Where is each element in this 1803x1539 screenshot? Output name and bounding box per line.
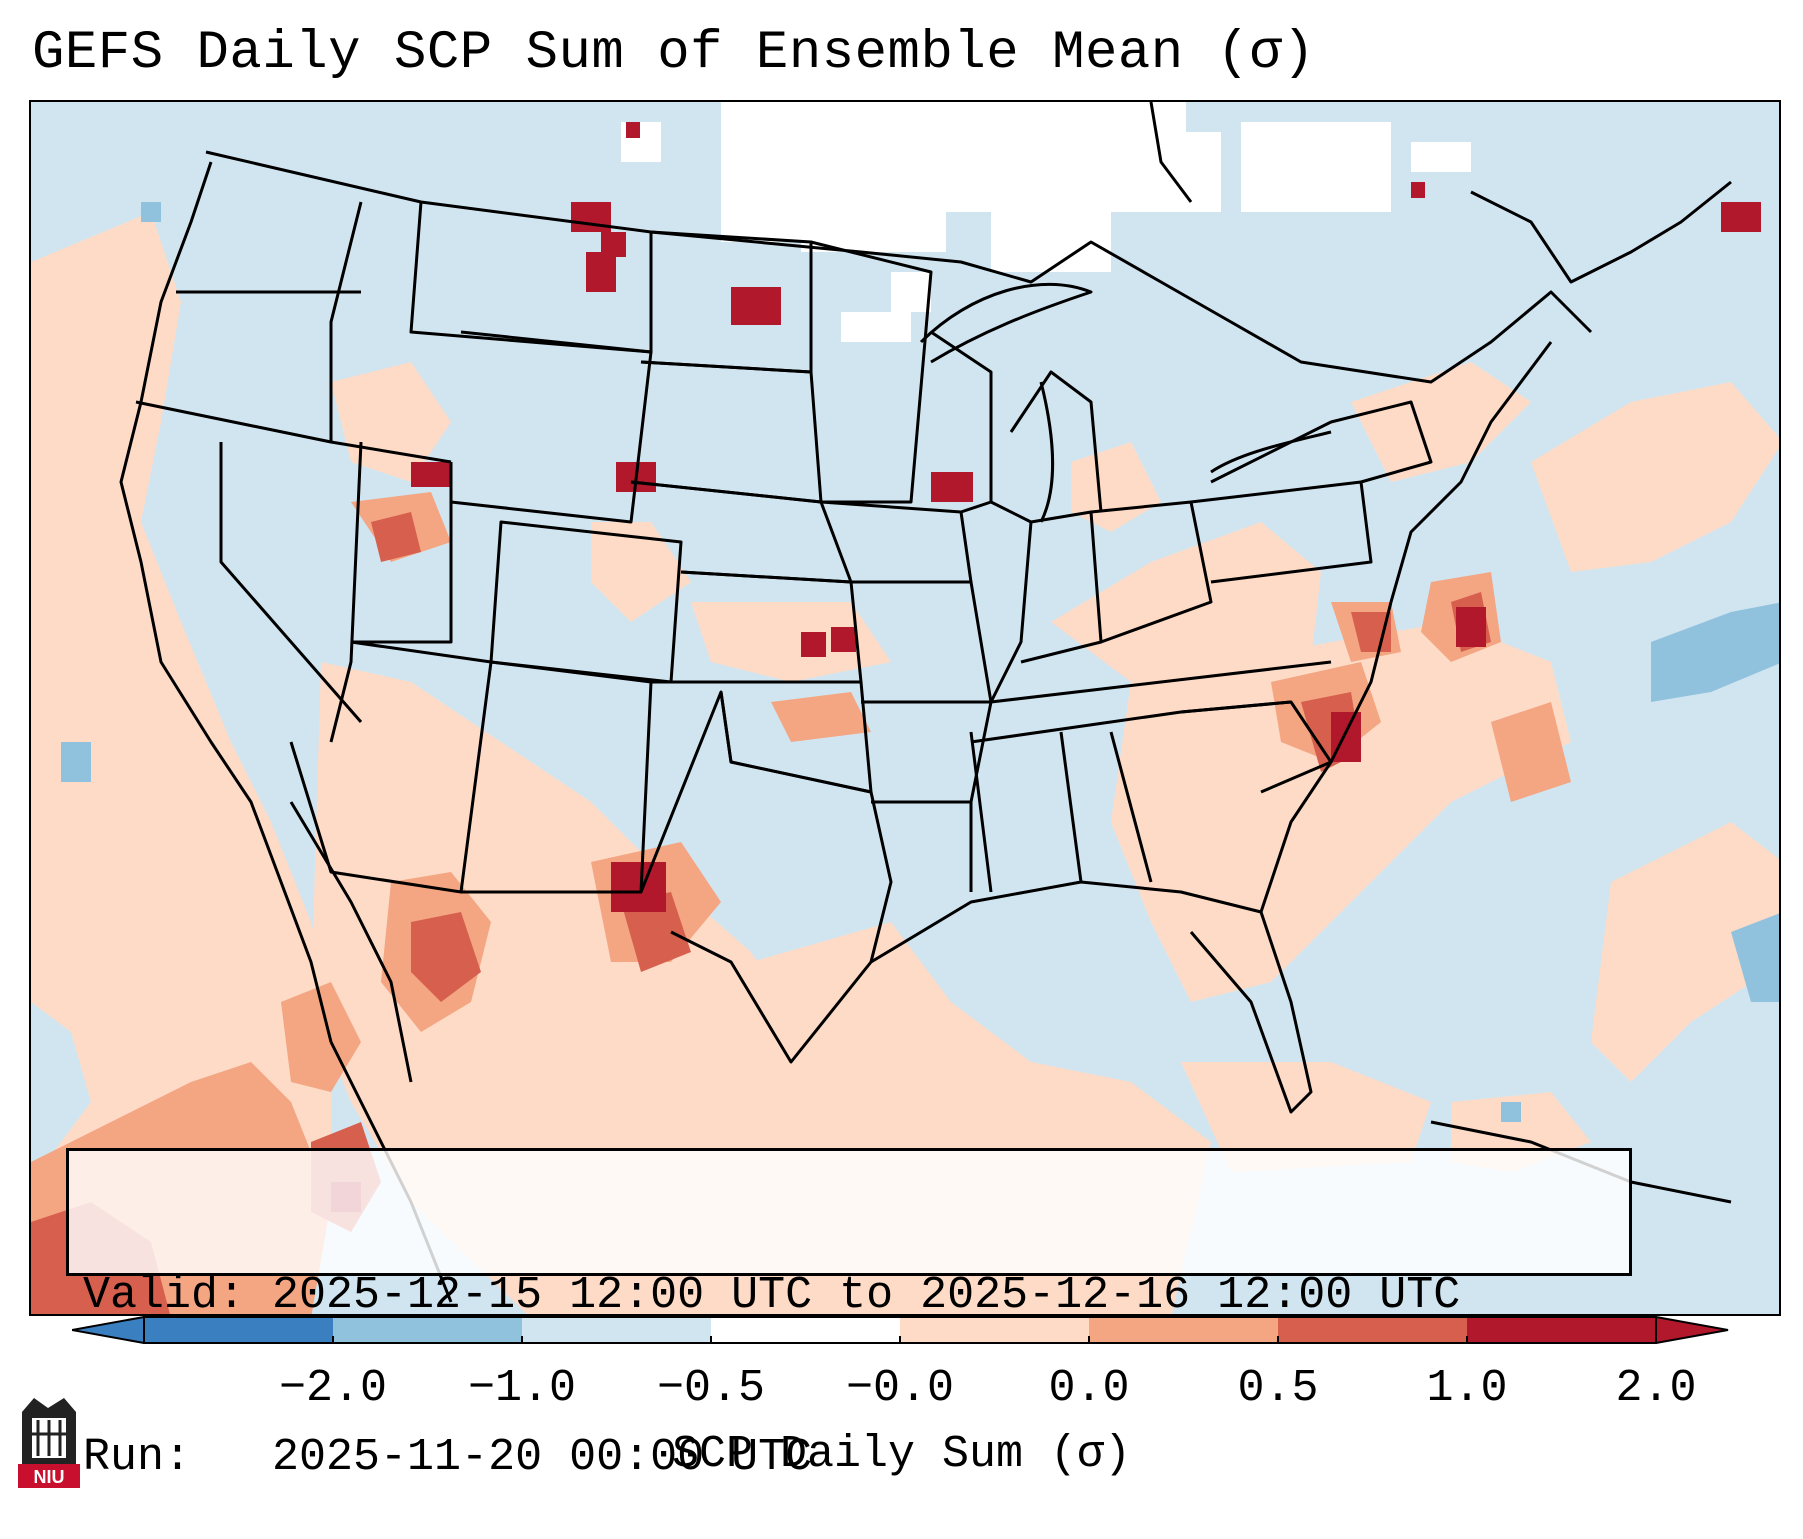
boundary-lines — [119, 102, 1732, 1303]
colorbar-segment — [1278, 1317, 1468, 1343]
wisconsin-border — [930, 330, 993, 514]
ms-al-border — [969, 731, 993, 893]
ut-border — [351, 462, 453, 644]
baja-coastline — [289, 801, 413, 1083]
chart-title: GEFS Daily SCP Sum of Ensemble Mean (σ) — [32, 23, 1316, 84]
colorbar-segment — [711, 1317, 901, 1343]
lake-michigan-outline — [1039, 381, 1054, 523]
lake-erie-ontario-outline — [1210, 430, 1332, 474]
colorbar-tick-label: 0.5 — [1237, 1363, 1319, 1414]
colorbar-segment — [1089, 1317, 1279, 1343]
louisiana-border — [871, 800, 973, 892]
colorbar-label: SCP Daily Sum (σ) — [671, 1429, 1132, 1480]
colorbar-tick-label: −0.5 — [656, 1363, 766, 1414]
colorbar-tick-label: 0.0 — [1048, 1363, 1130, 1414]
colorbar-tick-label: −1.0 — [467, 1363, 577, 1414]
ca-nv-border — [219, 442, 363, 723]
nv-ut-border — [329, 441, 363, 743]
ohio-border — [1090, 500, 1213, 644]
illinois-border — [989, 500, 1033, 703]
michigan-outline — [1009, 370, 1103, 513]
east-coastline — [1259, 341, 1553, 913]
map-panel — [29, 100, 1781, 1316]
montana-border — [409, 201, 653, 354]
logo-text: NIU — [34, 1467, 65, 1487]
new-mexico-border — [461, 660, 653, 894]
colorbar — [72, 1316, 1729, 1344]
colorbar-tick-label: −2.0 — [278, 1363, 388, 1414]
light-red-region — [31, 212, 1779, 1314]
canada-east-coastline — [1470, 180, 1732, 284]
niu-logo: NIU — [18, 1398, 80, 1488]
colorbar-segments — [72, 1316, 1729, 1344]
carolinas-border — [1180, 700, 1333, 794]
hudson-bay-outline — [1149, 102, 1193, 203]
colorbar-tick-label: −0.0 — [845, 1363, 955, 1414]
colorbar-tick-label: 2.0 — [1615, 1363, 1697, 1414]
colorbar-segment — [1467, 1317, 1657, 1343]
valid-time-text: Valid: 2025-12-15 12:00 UTC to 2025-12-1… — [83, 1270, 1461, 1321]
gulf-coastline — [870, 880, 1313, 1114]
ga-fl-border — [1109, 731, 1153, 883]
minnesota-border — [810, 240, 933, 504]
colorbar-segment — [144, 1317, 334, 1343]
tennessee-north-border — [990, 660, 1332, 704]
colorbar-segment — [522, 1317, 712, 1343]
dark-red-spots — [331, 122, 1761, 1212]
al-ga-border — [1059, 731, 1083, 883]
red-region — [31, 512, 1491, 1314]
wyoming-border — [450, 330, 653, 524]
logo-banner — [18, 1464, 80, 1488]
colorbar-tick-label: 1.0 — [1426, 1363, 1508, 1414]
valid-run-info-box: Valid: 2025-12-15 12:00 UTC to 2025-12-1… — [66, 1148, 1632, 1483]
neutral-region — [621, 102, 1471, 342]
west-coastline — [119, 161, 333, 1043]
indiana-border — [1020, 510, 1103, 664]
colorbar-segment — [900, 1317, 1090, 1343]
idaho-border — [329, 201, 452, 464]
pennsylvania-border — [1190, 480, 1373, 584]
map-svg — [31, 102, 1779, 1314]
run-time-text: Run: 2025-11-20 00:00 UTC — [83, 1432, 813, 1483]
colorbar-segment — [333, 1317, 523, 1343]
or-ca-border — [135, 400, 332, 444]
light-blue-region — [61, 202, 1779, 1122]
colorbar-extend-high — [1655, 1316, 1729, 1344]
colorbar-extend-low — [72, 1316, 145, 1344]
colorbar-outline — [143, 1316, 1657, 1344]
texas-border — [639, 690, 893, 1064]
lake-superior-outline — [919, 282, 1093, 364]
logo-window-bars — [32, 1420, 66, 1456]
